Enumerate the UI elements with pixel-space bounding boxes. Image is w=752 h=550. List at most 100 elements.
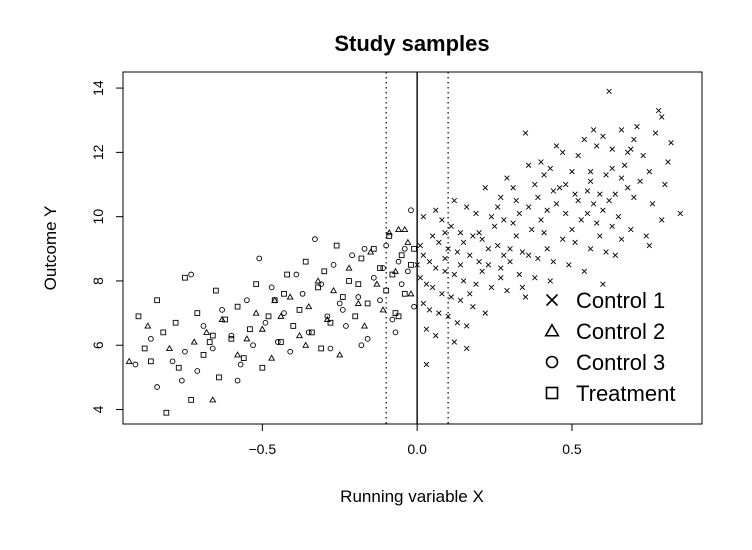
data-point [609,165,615,172]
cross-stroke [451,197,458,204]
data-point [182,348,188,355]
data-point [190,338,198,345]
data-point [209,345,216,352]
cross-stroke [575,197,581,204]
data-point [262,319,269,326]
cross-stroke [436,239,442,246]
cross-stroke [659,114,665,120]
data-point [603,172,609,178]
data-point [594,143,600,149]
cross-stroke [420,300,427,307]
data-point [467,252,473,258]
cross-stroke [420,213,427,220]
data-point [228,335,235,342]
data-point [541,172,547,178]
data-point [203,328,211,335]
cross-stroke [423,281,430,287]
data-point [336,300,343,307]
data-point [544,246,550,252]
data-point [243,335,251,342]
data-point [290,323,297,329]
cross-stroke [429,233,436,239]
cross-stroke [535,194,541,201]
legend-label: Control 2 [576,319,665,344]
series-control-1 [414,88,684,368]
data-point [494,242,501,249]
data-point [584,188,591,194]
data-point [182,274,188,281]
data-point [600,207,606,213]
cross-stroke [587,178,594,185]
data-point [513,233,519,239]
data-point [286,293,294,300]
cross-stroke [535,255,541,262]
data-point [296,307,303,313]
cross-stroke [429,284,436,291]
data-point [590,201,597,207]
cross-stroke [522,130,529,136]
cross-stroke [525,204,532,210]
cross-stroke [463,323,470,329]
cross-stroke [597,191,603,197]
cross-stroke [433,332,439,339]
data-point [519,284,526,291]
data-point [498,275,504,281]
data-point [295,331,304,339]
cross-stroke [457,262,464,268]
data-point [655,107,662,114]
data-point [575,152,581,159]
data-point [597,233,603,239]
cross-stroke [637,178,643,185]
data-point [414,262,420,268]
cross-stroke [628,226,634,233]
data-point [383,287,390,294]
data-point [463,323,470,329]
data-point [559,236,566,242]
data-point [634,123,640,130]
data-point [519,249,526,255]
cross-stroke [600,133,606,140]
cross-stroke [618,127,625,133]
data-point [386,233,393,239]
data-point [364,335,371,342]
data-point [258,325,266,332]
cross-stroke [442,230,448,236]
data-point [433,265,439,271]
data-point [218,315,226,323]
data-point [448,294,454,300]
data-point [501,217,507,223]
data-point [581,136,588,143]
data-point [436,239,442,246]
legend-label: Control 1 [576,288,665,313]
cross-stroke [590,201,597,207]
data-point [525,204,532,210]
cross-stroke [541,230,547,236]
data-point [318,281,325,288]
data-point [209,332,216,339]
data-point [370,245,377,252]
data-point [547,278,554,284]
cross-stroke [612,191,619,197]
cross-stroke [525,252,532,258]
data-point [504,175,510,181]
cross-stroke [522,294,529,300]
data-point [165,344,173,351]
data-point [389,271,396,278]
data-point [433,332,439,339]
x-tick-label: −0.5 [249,441,277,457]
data-point [178,377,185,384]
cross-stroke [498,275,504,281]
cross-stroke [423,361,430,368]
data-point [250,342,256,349]
data-point [649,201,656,207]
data-point [423,281,430,287]
cross-stroke [510,220,516,226]
data-point [349,252,355,259]
data-point [244,297,250,304]
data-point [314,277,322,284]
data-point [358,342,365,349]
cross-stroke [606,88,612,95]
cross-stroke [417,242,423,249]
data-point [572,191,578,197]
